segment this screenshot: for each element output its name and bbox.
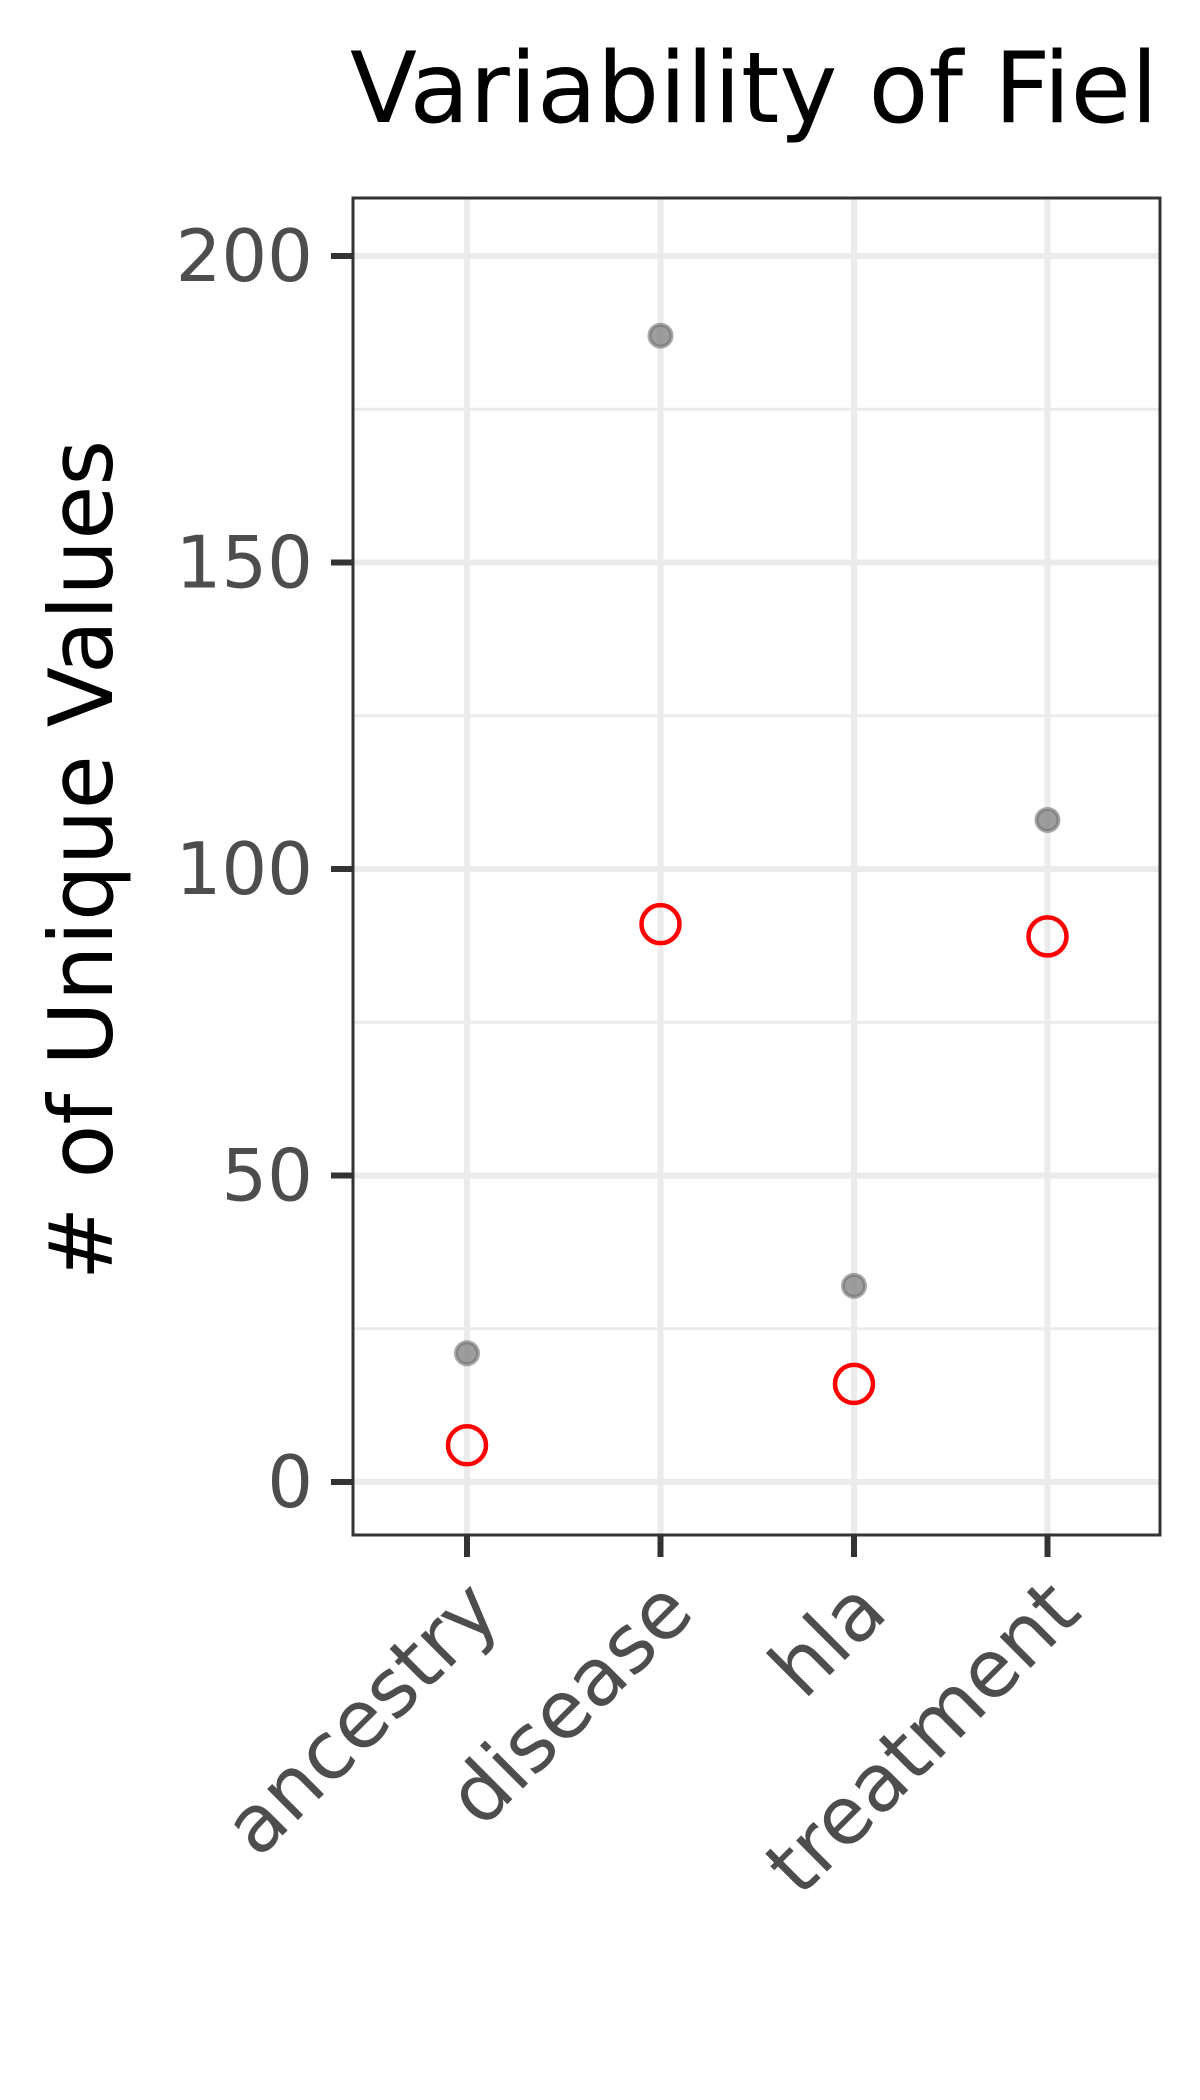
y-tick-label: 0 bbox=[267, 1440, 313, 1524]
data-point-treatment bbox=[1026, 915, 1069, 958]
chart-title: Variability of Fiel bbox=[350, 32, 1158, 146]
y-tick-label: 50 bbox=[221, 1134, 313, 1218]
data-point-disease bbox=[647, 322, 674, 349]
y-tick-label: 150 bbox=[176, 521, 313, 605]
y-axis-label: # of Unique Values bbox=[30, 440, 133, 1280]
data-point-hla bbox=[832, 1362, 876, 1406]
x-tick-label: hla bbox=[751, 1563, 903, 1715]
y-tick-label: 200 bbox=[176, 214, 313, 298]
y-tick-label: 100 bbox=[176, 827, 313, 911]
data-point-ancestry bbox=[445, 1423, 489, 1467]
data-point-ancestry bbox=[454, 1340, 480, 1367]
x-tick-label: ancestry bbox=[206, 1563, 517, 1874]
data-point-hla bbox=[841, 1272, 867, 1299]
data-point-disease bbox=[639, 902, 682, 946]
data-point-treatment bbox=[1034, 806, 1061, 833]
